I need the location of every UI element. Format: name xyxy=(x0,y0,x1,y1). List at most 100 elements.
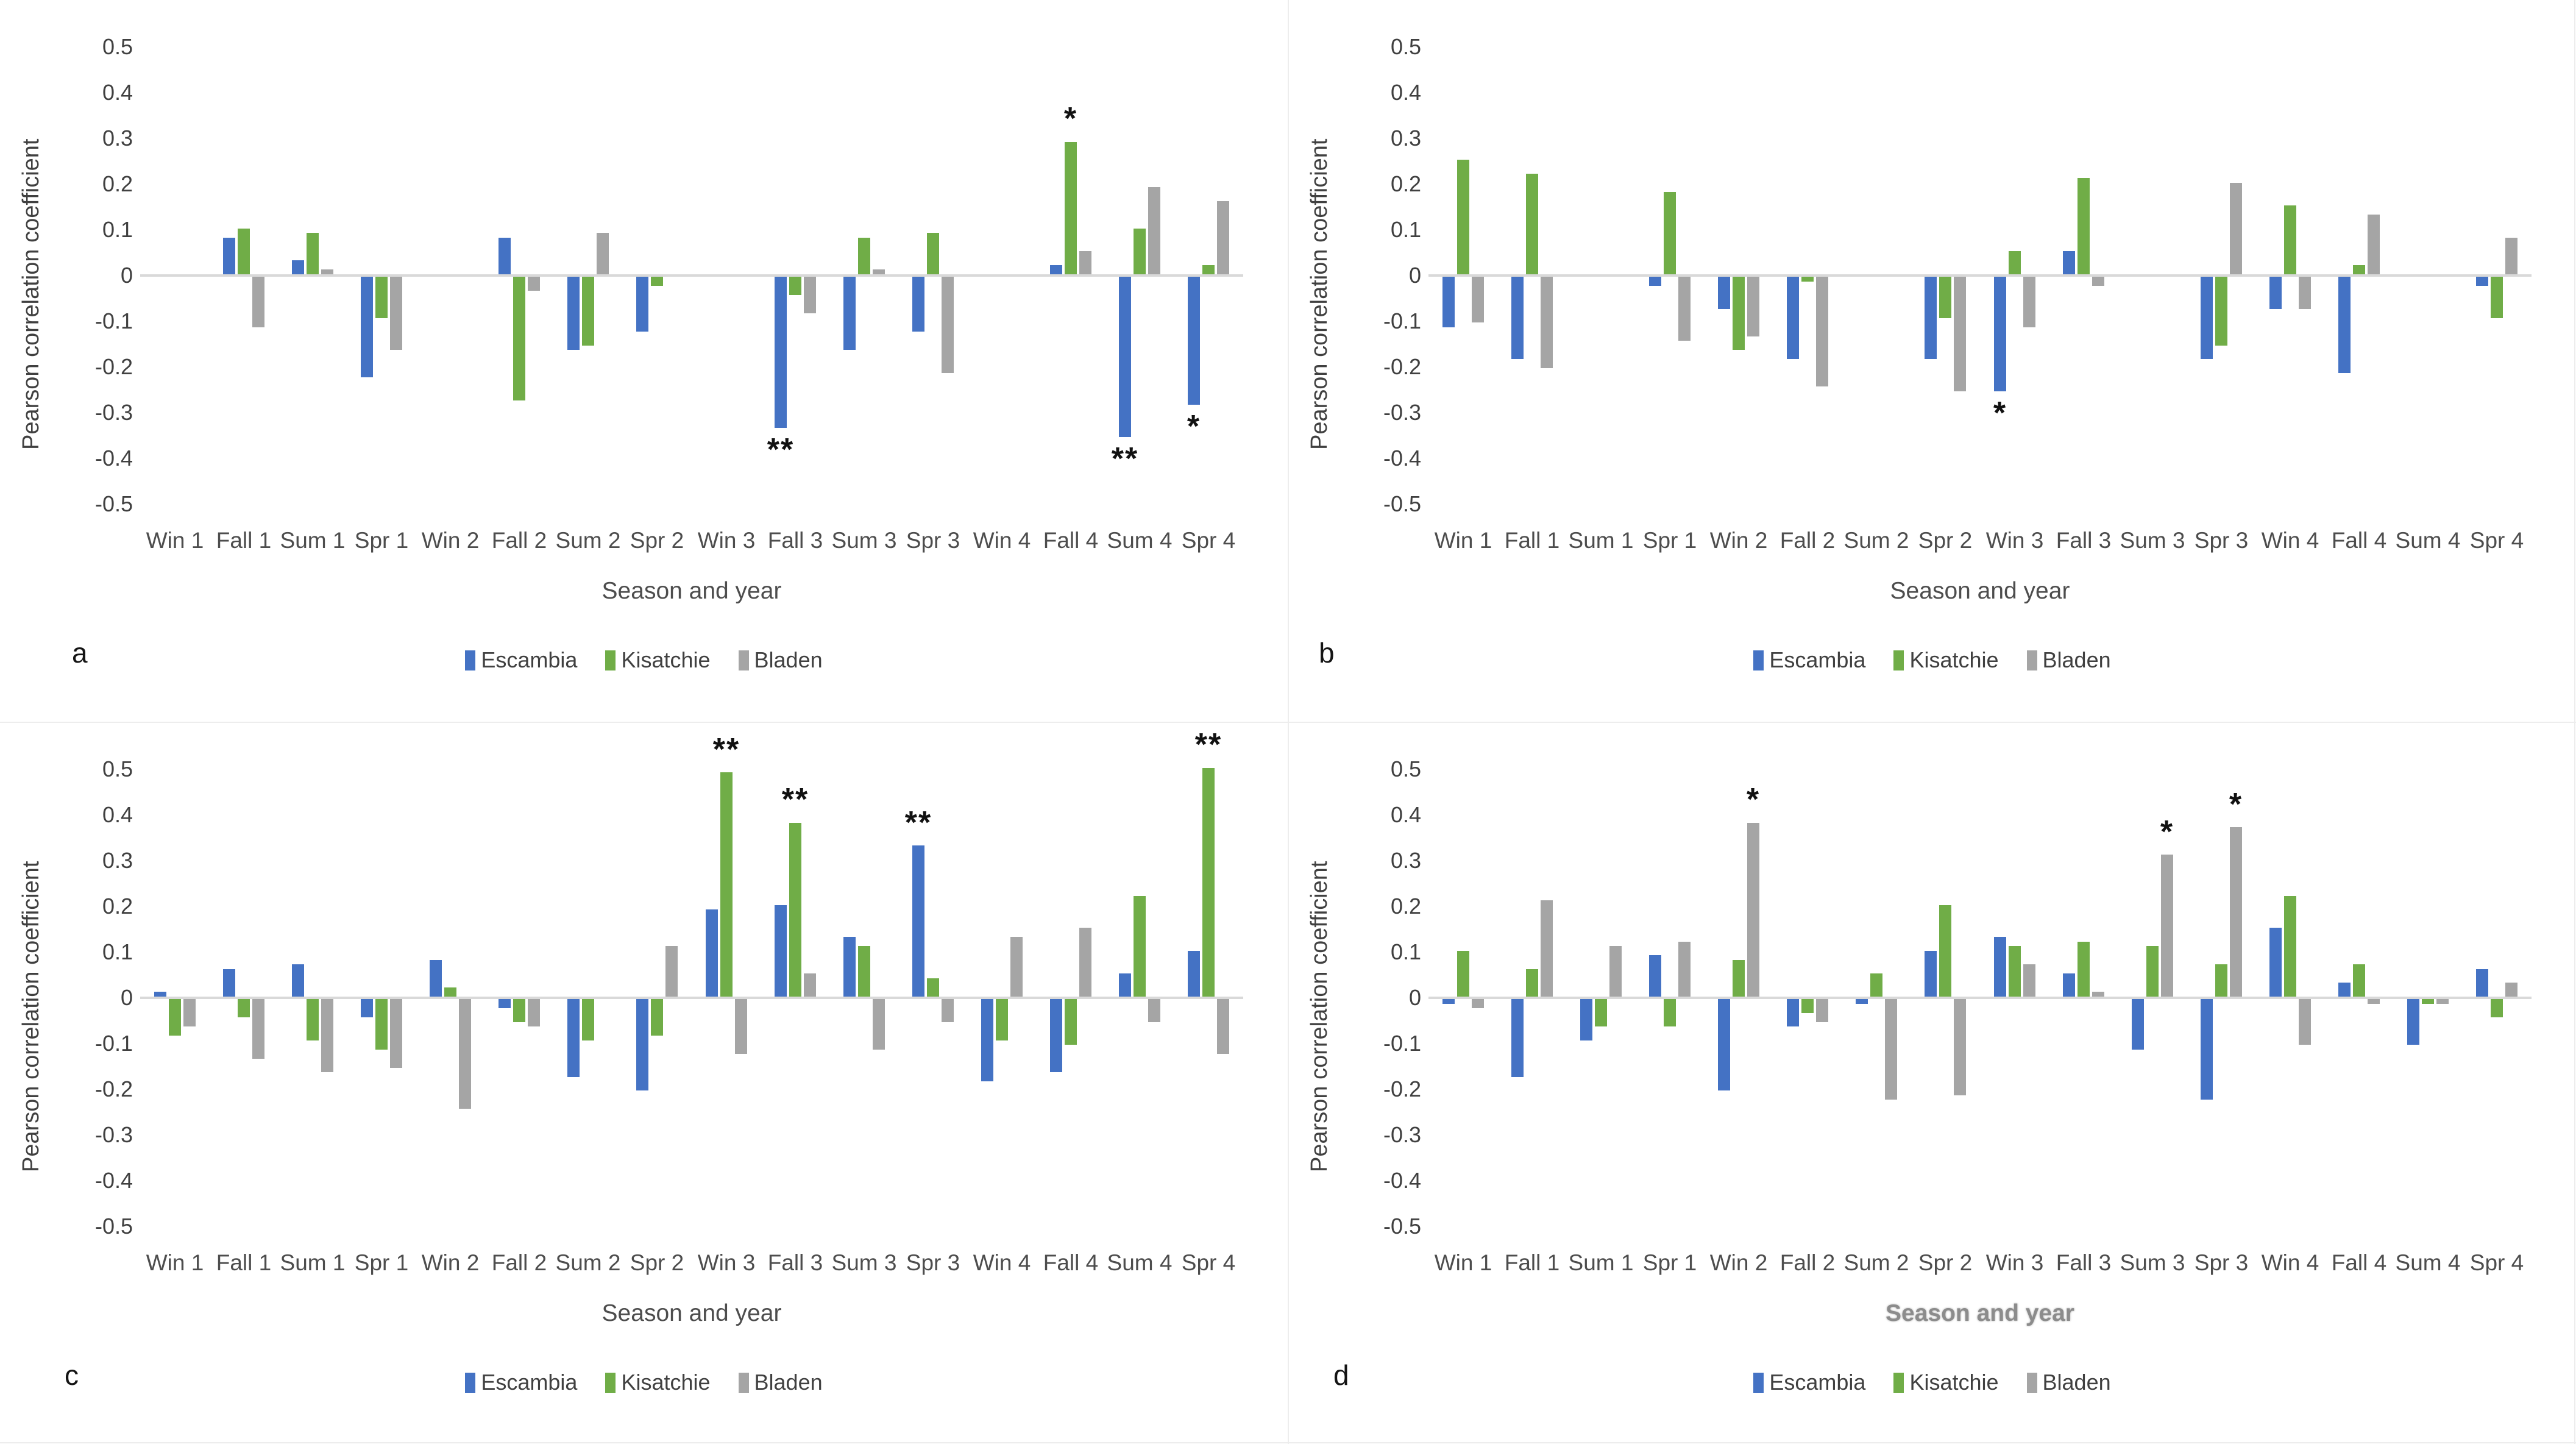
y-tick-label: -0.4 xyxy=(94,1168,133,1193)
y-axis-title: Pearson correlation coefficient xyxy=(1307,138,1332,450)
legend-label: Escambia xyxy=(481,1370,578,1395)
bar xyxy=(528,999,540,1026)
bar xyxy=(927,978,939,997)
legend-color-swatch xyxy=(738,1372,749,1393)
legend-label: Kisatchie xyxy=(1909,647,1999,672)
bar xyxy=(1457,951,1469,997)
y-tick-label: 0.3 xyxy=(1390,848,1421,873)
category-label: Spr 4 xyxy=(2469,528,2524,553)
legend-color-swatch xyxy=(2026,650,2037,670)
bar xyxy=(2422,999,2434,1004)
bar xyxy=(2230,827,2242,997)
bar xyxy=(1472,999,1484,1008)
bar xyxy=(843,937,856,997)
significance-asterisk: ** xyxy=(904,805,932,841)
bar xyxy=(2299,999,2311,1045)
bar xyxy=(1718,999,1730,1090)
bar xyxy=(2063,973,2075,997)
category-label: Fall 1 xyxy=(1504,1250,1560,1275)
bar xyxy=(1202,265,1215,274)
y-tick-label: 0 xyxy=(120,985,133,1010)
x-axis-title: Season and year xyxy=(601,1300,782,1326)
bar xyxy=(528,277,540,291)
bar xyxy=(1649,277,1661,286)
bar xyxy=(1609,946,1622,997)
bar xyxy=(390,277,402,350)
bar xyxy=(2505,983,2517,997)
category-label: Sum 2 xyxy=(1843,528,1909,553)
bar xyxy=(1065,142,1077,274)
bar xyxy=(1678,277,1691,341)
bar xyxy=(804,973,816,997)
y-tick-label: 0.5 xyxy=(102,34,133,59)
y-tick-label: 0.1 xyxy=(102,939,133,964)
y-tick-label: 0 xyxy=(1408,985,1421,1010)
category-label: Win 4 xyxy=(973,1250,1031,1275)
panel-divider-horizontal xyxy=(0,722,2576,723)
legend: Escambia Kisatchie Bladen xyxy=(1288,647,2576,673)
legend-item: Escambia xyxy=(1753,1370,1865,1395)
category-label: Fall 1 xyxy=(216,1250,272,1275)
category-label: Spr 2 xyxy=(630,1250,684,1275)
legend-color-swatch xyxy=(1893,1372,1904,1393)
legend-item: Kisatchie xyxy=(1893,647,1999,673)
bar xyxy=(582,999,594,1040)
legend-item: Escambia xyxy=(1753,647,1865,673)
bar xyxy=(499,238,511,274)
bar xyxy=(858,238,870,274)
bar xyxy=(2299,277,2311,309)
y-tick-label: 0 xyxy=(120,263,133,288)
significance-asterisk: ** xyxy=(712,732,740,767)
bar xyxy=(912,845,924,997)
y-tick-label: 0.1 xyxy=(102,217,133,242)
bar xyxy=(735,999,747,1054)
bar xyxy=(252,999,264,1059)
category-label: Win 1 xyxy=(1434,528,1492,553)
bar xyxy=(720,772,733,997)
significance-asterisk: * xyxy=(1993,396,2007,431)
legend-item: Bladen xyxy=(2026,647,2111,673)
bar xyxy=(444,987,456,997)
category-label: Spr 4 xyxy=(2469,1250,2524,1275)
y-tick-label: -0.3 xyxy=(94,1122,133,1147)
bar xyxy=(2476,277,2488,286)
y-tick-label: 0.2 xyxy=(102,894,133,919)
y-tick-label: 0.3 xyxy=(102,848,133,873)
bar xyxy=(1733,960,1745,997)
y-tick-label: -0.2 xyxy=(94,354,133,379)
y-tick-label: 0.5 xyxy=(1390,34,1421,59)
significance-asterisk: * xyxy=(2229,787,2243,822)
panel-letter: c xyxy=(65,1359,79,1391)
y-tick-label: 0.4 xyxy=(102,80,133,105)
legend-label: Bladen xyxy=(2042,647,2111,672)
bar xyxy=(1747,277,1759,336)
bar xyxy=(775,277,787,428)
bar xyxy=(459,999,471,1109)
category-label: Sum 1 xyxy=(1568,1250,1634,1275)
category-label: Spr 3 xyxy=(2194,528,2249,553)
category-label: Spr 2 xyxy=(1918,528,1973,553)
category-label: Fall 4 xyxy=(2331,528,2387,553)
category-label: Sum 2 xyxy=(555,1250,621,1275)
bar xyxy=(361,999,373,1017)
legend-label: Kisatchie xyxy=(1909,1370,1999,1395)
category-label: Win 2 xyxy=(1709,1250,1768,1275)
bar xyxy=(2230,183,2242,274)
bar xyxy=(1925,277,1937,359)
y-tick-label: -0.4 xyxy=(1383,1168,1421,1193)
legend: Escambia Kisatchie Bladen xyxy=(1288,1370,2576,1395)
legend-label: Escambia xyxy=(1769,647,1866,672)
y-tick-label: -0.2 xyxy=(1383,1076,1421,1101)
bar xyxy=(223,238,235,274)
bar xyxy=(1079,928,1091,997)
bar xyxy=(1816,999,1828,1022)
bar xyxy=(2161,855,2173,997)
bar xyxy=(651,277,663,286)
bar xyxy=(430,960,442,997)
y-tick-label: 0.3 xyxy=(102,126,133,151)
bar xyxy=(2023,277,2035,327)
bar xyxy=(307,233,319,274)
bar xyxy=(1148,187,1160,274)
bar xyxy=(1994,937,2006,997)
bar xyxy=(2146,946,2159,997)
